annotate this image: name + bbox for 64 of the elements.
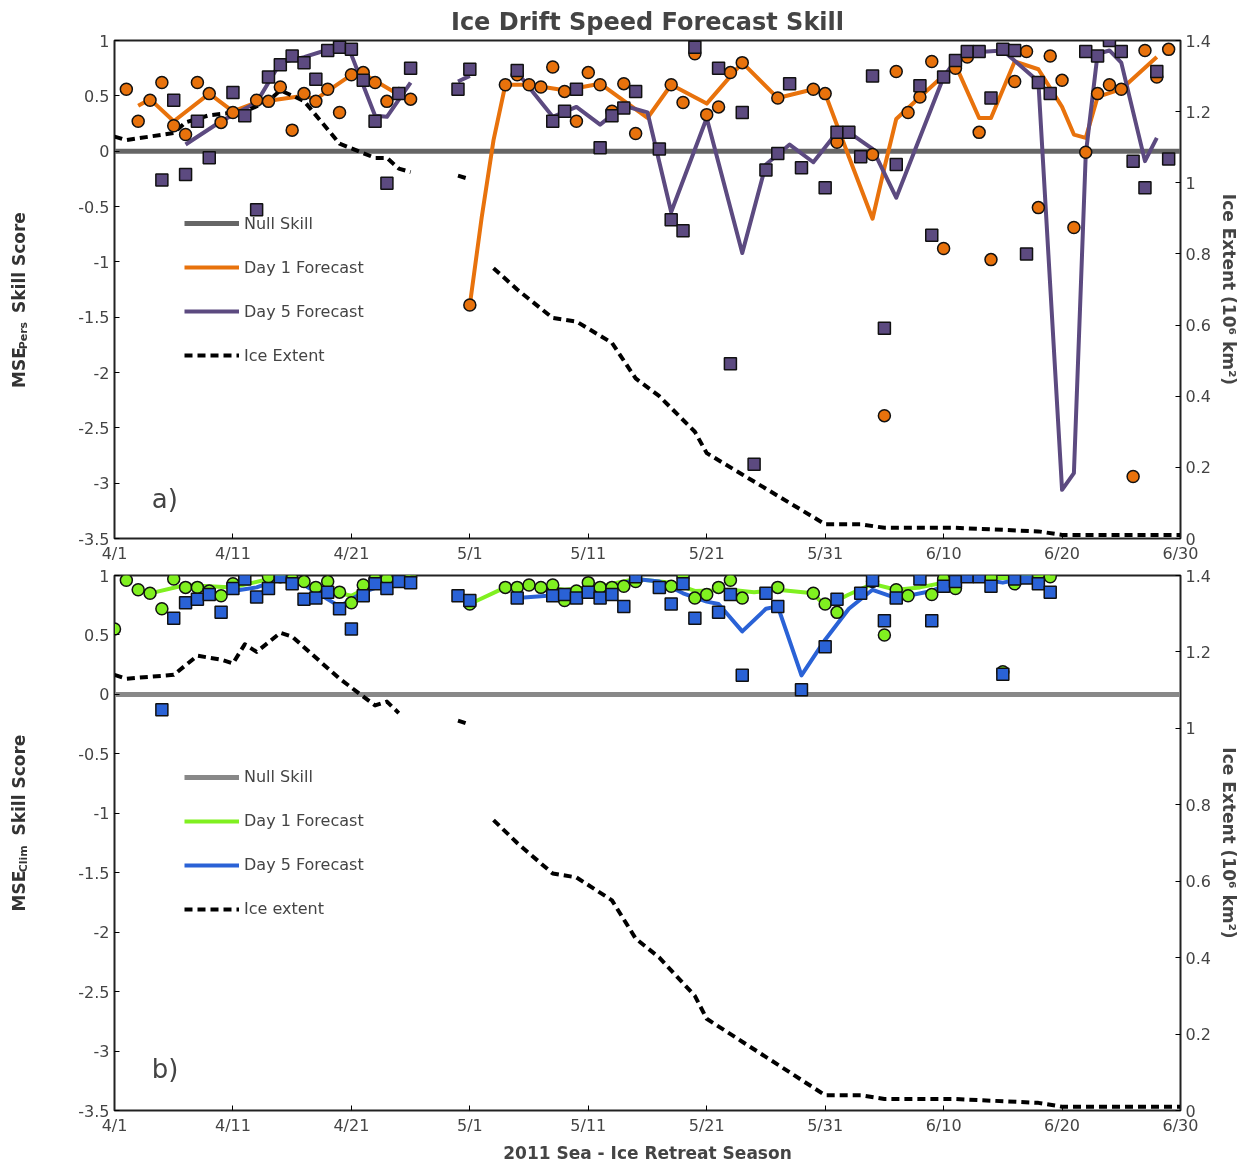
- y2-tick-label: 0.4: [1185, 948, 1211, 968]
- legend-label: Null Skill: [244, 213, 313, 233]
- y2-tick-label: 1: [1185, 173, 1196, 193]
- x-tick-label: 5/21: [688, 543, 725, 563]
- x-tick-label: 4/11: [214, 543, 251, 563]
- y-tick-label: -2.5: [78, 982, 110, 1002]
- y2-tick-label: 0.4: [1185, 387, 1211, 407]
- y2-tick-label: 1.4: [1185, 566, 1211, 586]
- y-tick-label: -2: [93, 363, 110, 383]
- legend-label: Day 1 Forecast: [244, 257, 364, 277]
- x-tick-label: 5/11: [570, 543, 607, 563]
- x-tick-label: 5/31: [807, 543, 844, 563]
- y-tick-label: -1: [93, 252, 110, 272]
- y-tick-label: -2.5: [78, 418, 110, 438]
- y-tick-label: 1: [99, 31, 110, 51]
- x-tick-label: 5/21: [688, 1115, 725, 1135]
- x-tick-label: 4/21: [333, 543, 370, 563]
- y-tick-label: 0.5: [84, 625, 110, 645]
- y2-axis-title: Ice Extent (10⁶ km²): [1218, 193, 1239, 386]
- y2-tick-label: 1.2: [1185, 102, 1211, 122]
- legend-label: Ice Extent: [244, 345, 325, 365]
- y-tick-label: -0.5: [78, 197, 110, 217]
- y-tick-label: 0.5: [84, 86, 110, 106]
- y2-tick-label: 1: [1185, 719, 1196, 739]
- x-axis-title: 2011 Sea - Ice Retreat Season: [503, 1142, 792, 1163]
- annotation: a): [151, 483, 178, 514]
- y2-tick-label: 1.4: [1185, 31, 1211, 51]
- x-tick-label: 6/20: [1044, 543, 1081, 563]
- y-axis-title: MSEClim Skill Score: [8, 734, 30, 912]
- x-tick-label: 4/21: [333, 1115, 370, 1135]
- y-tick-label: 1: [99, 566, 110, 586]
- x-tick-label: 5/1: [456, 543, 483, 563]
- legend-label: Null Skill: [244, 767, 313, 786]
- y2-tick-label: 0.8: [1185, 795, 1211, 815]
- legend-label: Day 1 Forecast: [244, 811, 364, 830]
- y2-tick-label: 0.2: [1185, 1025, 1211, 1045]
- y2-tick-label: 1.2: [1185, 642, 1211, 662]
- y2-tick-label: 0.2: [1185, 458, 1211, 478]
- legend-label: Day 5 Forecast: [244, 301, 364, 321]
- y-tick-label: -0.5: [78, 744, 110, 764]
- x-tick-label: 5/31: [807, 1115, 844, 1135]
- y2-tick-label: 0.6: [1185, 316, 1211, 336]
- y2-axis-title: Ice Extent (10⁶ km²): [1218, 747, 1239, 939]
- x-tick-label: 4/11: [214, 1115, 251, 1135]
- y-tick-label: -1.5: [78, 308, 110, 328]
- chart-title: Ice Drift Speed Forecast Skill: [450, 7, 845, 36]
- legend-label: Day 5 Forecast: [244, 855, 364, 874]
- y-tick-label: -3: [93, 474, 110, 494]
- y-tick-label: 0: [99, 685, 110, 705]
- y-tick-label: -3: [93, 1042, 110, 1062]
- legend-label: Ice extent: [244, 899, 325, 918]
- y2-tick-label: 0.6: [1185, 872, 1211, 892]
- y-tick-label: -1.5: [78, 863, 110, 883]
- annotation: b): [151, 1053, 179, 1084]
- y2-tick-label: 0.8: [1185, 244, 1211, 264]
- x-tick-label: 5/1: [456, 1115, 483, 1135]
- x-tick-label: 6/20: [1044, 1115, 1081, 1135]
- y-axis-title: MSEPers Skill Score: [8, 212, 30, 388]
- y-tick-label: -2: [93, 923, 110, 943]
- y-tick-label: -1: [93, 804, 110, 824]
- x-tick-label: 6/10: [925, 1115, 962, 1135]
- y-tick-label: 0: [99, 142, 110, 162]
- x-tick-label: 5/11: [570, 1115, 607, 1135]
- x-tick-label: 6/10: [925, 543, 962, 563]
